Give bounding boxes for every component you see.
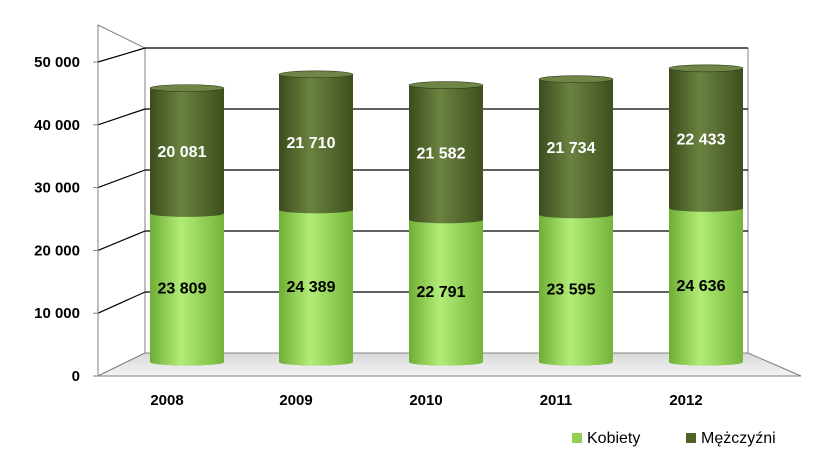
x-axis: 2008 2009 2010 2011 2012: [98, 375, 801, 409]
bar-segment-mężczyźni-2010: [408, 81, 484, 224]
bar-body: [669, 68, 743, 212]
data-label: 22 791: [417, 284, 466, 301]
data-label: 21 734: [547, 140, 596, 157]
bar-body: [669, 208, 743, 366]
data-label: 21 582: [417, 145, 466, 162]
bar-2009: [278, 70, 354, 366]
x-tick-label: 2009: [279, 392, 312, 409]
y-tick-label: 30 000: [34, 180, 80, 197]
left-wall: [97, 24, 146, 377]
bar-body: [279, 209, 353, 366]
y-axis: 0 10 000 20 000 30 000 40 000 50 000: [34, 54, 99, 385]
data-label: 24 389: [287, 279, 336, 296]
legend-swatch-mezczyzni: [686, 433, 696, 443]
x-tick-label: 2010: [409, 392, 442, 409]
bars: [149, 64, 744, 366]
bar-body: [539, 214, 613, 366]
data-label: 24 636: [677, 278, 726, 295]
bar-body: [279, 74, 353, 214]
bar-segment-kobiety-2012: [669, 208, 743, 366]
bar-segment-mężczyźni-2011: [538, 75, 614, 219]
data-labels: 23 809 20 081 24 389 21 710 22 791 21 582 23 5…: [158, 131, 726, 301]
bar-segment-kobiety-2008: [150, 213, 224, 366]
x-tick-label: 2008: [150, 392, 183, 409]
data-label: 23 595: [547, 281, 596, 298]
bar-segment-mężczyźni-2008: [149, 84, 225, 217]
bar-2012: [668, 64, 744, 366]
data-label: 22 433: [677, 131, 726, 148]
bar-top: [668, 64, 744, 73]
y-tick-label: 50 000: [34, 54, 80, 71]
legend-item-kobiety: Kobiety: [572, 430, 640, 447]
bar-top: [149, 84, 225, 92]
bar-body: [409, 85, 483, 224]
bar-segment-mężczyźni-2009: [278, 70, 354, 214]
bar-segment-mężczyźni-2012: [668, 64, 744, 212]
legend-label-kobiety: Kobiety: [587, 430, 640, 447]
gridline-diagonal: [97, 169, 146, 189]
data-label: 23 809: [158, 281, 207, 298]
bar-body: [150, 88, 224, 217]
bar-top: [408, 81, 484, 89]
bar-segment-kobiety-2010: [409, 219, 483, 366]
bar-body: [150, 213, 224, 366]
bar-body: [409, 219, 483, 366]
gridline-diagonal: [97, 47, 146, 63]
legend-label-mezczyzni: Mężczyźni: [701, 430, 776, 447]
legend-swatch-kobiety: [572, 433, 582, 443]
bar-top: [278, 70, 354, 79]
gridline-diagonal: [97, 291, 146, 314]
gridline-diagonal: [97, 108, 146, 126]
bar-segment-kobiety-2011: [539, 214, 613, 366]
legend: Kobiety Mężczyźni: [572, 430, 776, 447]
legend-item-mezczyzni: Mężczyźni: [686, 430, 776, 447]
data-label: 21 710: [287, 135, 336, 152]
y-tick-label: 20 000: [34, 242, 80, 259]
y-tick-label: 40 000: [34, 117, 80, 134]
bar-2008: [149, 84, 225, 366]
data-label: 20 081: [158, 144, 207, 161]
x-tick-label: 2011: [540, 392, 573, 409]
x-tick-label: 2012: [669, 392, 702, 409]
bar-body: [539, 79, 613, 219]
bar-segment-kobiety-2009: [279, 209, 353, 366]
bar-2011: [538, 75, 614, 366]
bar-2010: [408, 81, 484, 366]
bar-top: [538, 75, 614, 83]
gridline-diagonal: [97, 230, 146, 251]
y-tick-label: 0: [72, 368, 80, 385]
y-tick-label: 10 000: [34, 305, 80, 322]
